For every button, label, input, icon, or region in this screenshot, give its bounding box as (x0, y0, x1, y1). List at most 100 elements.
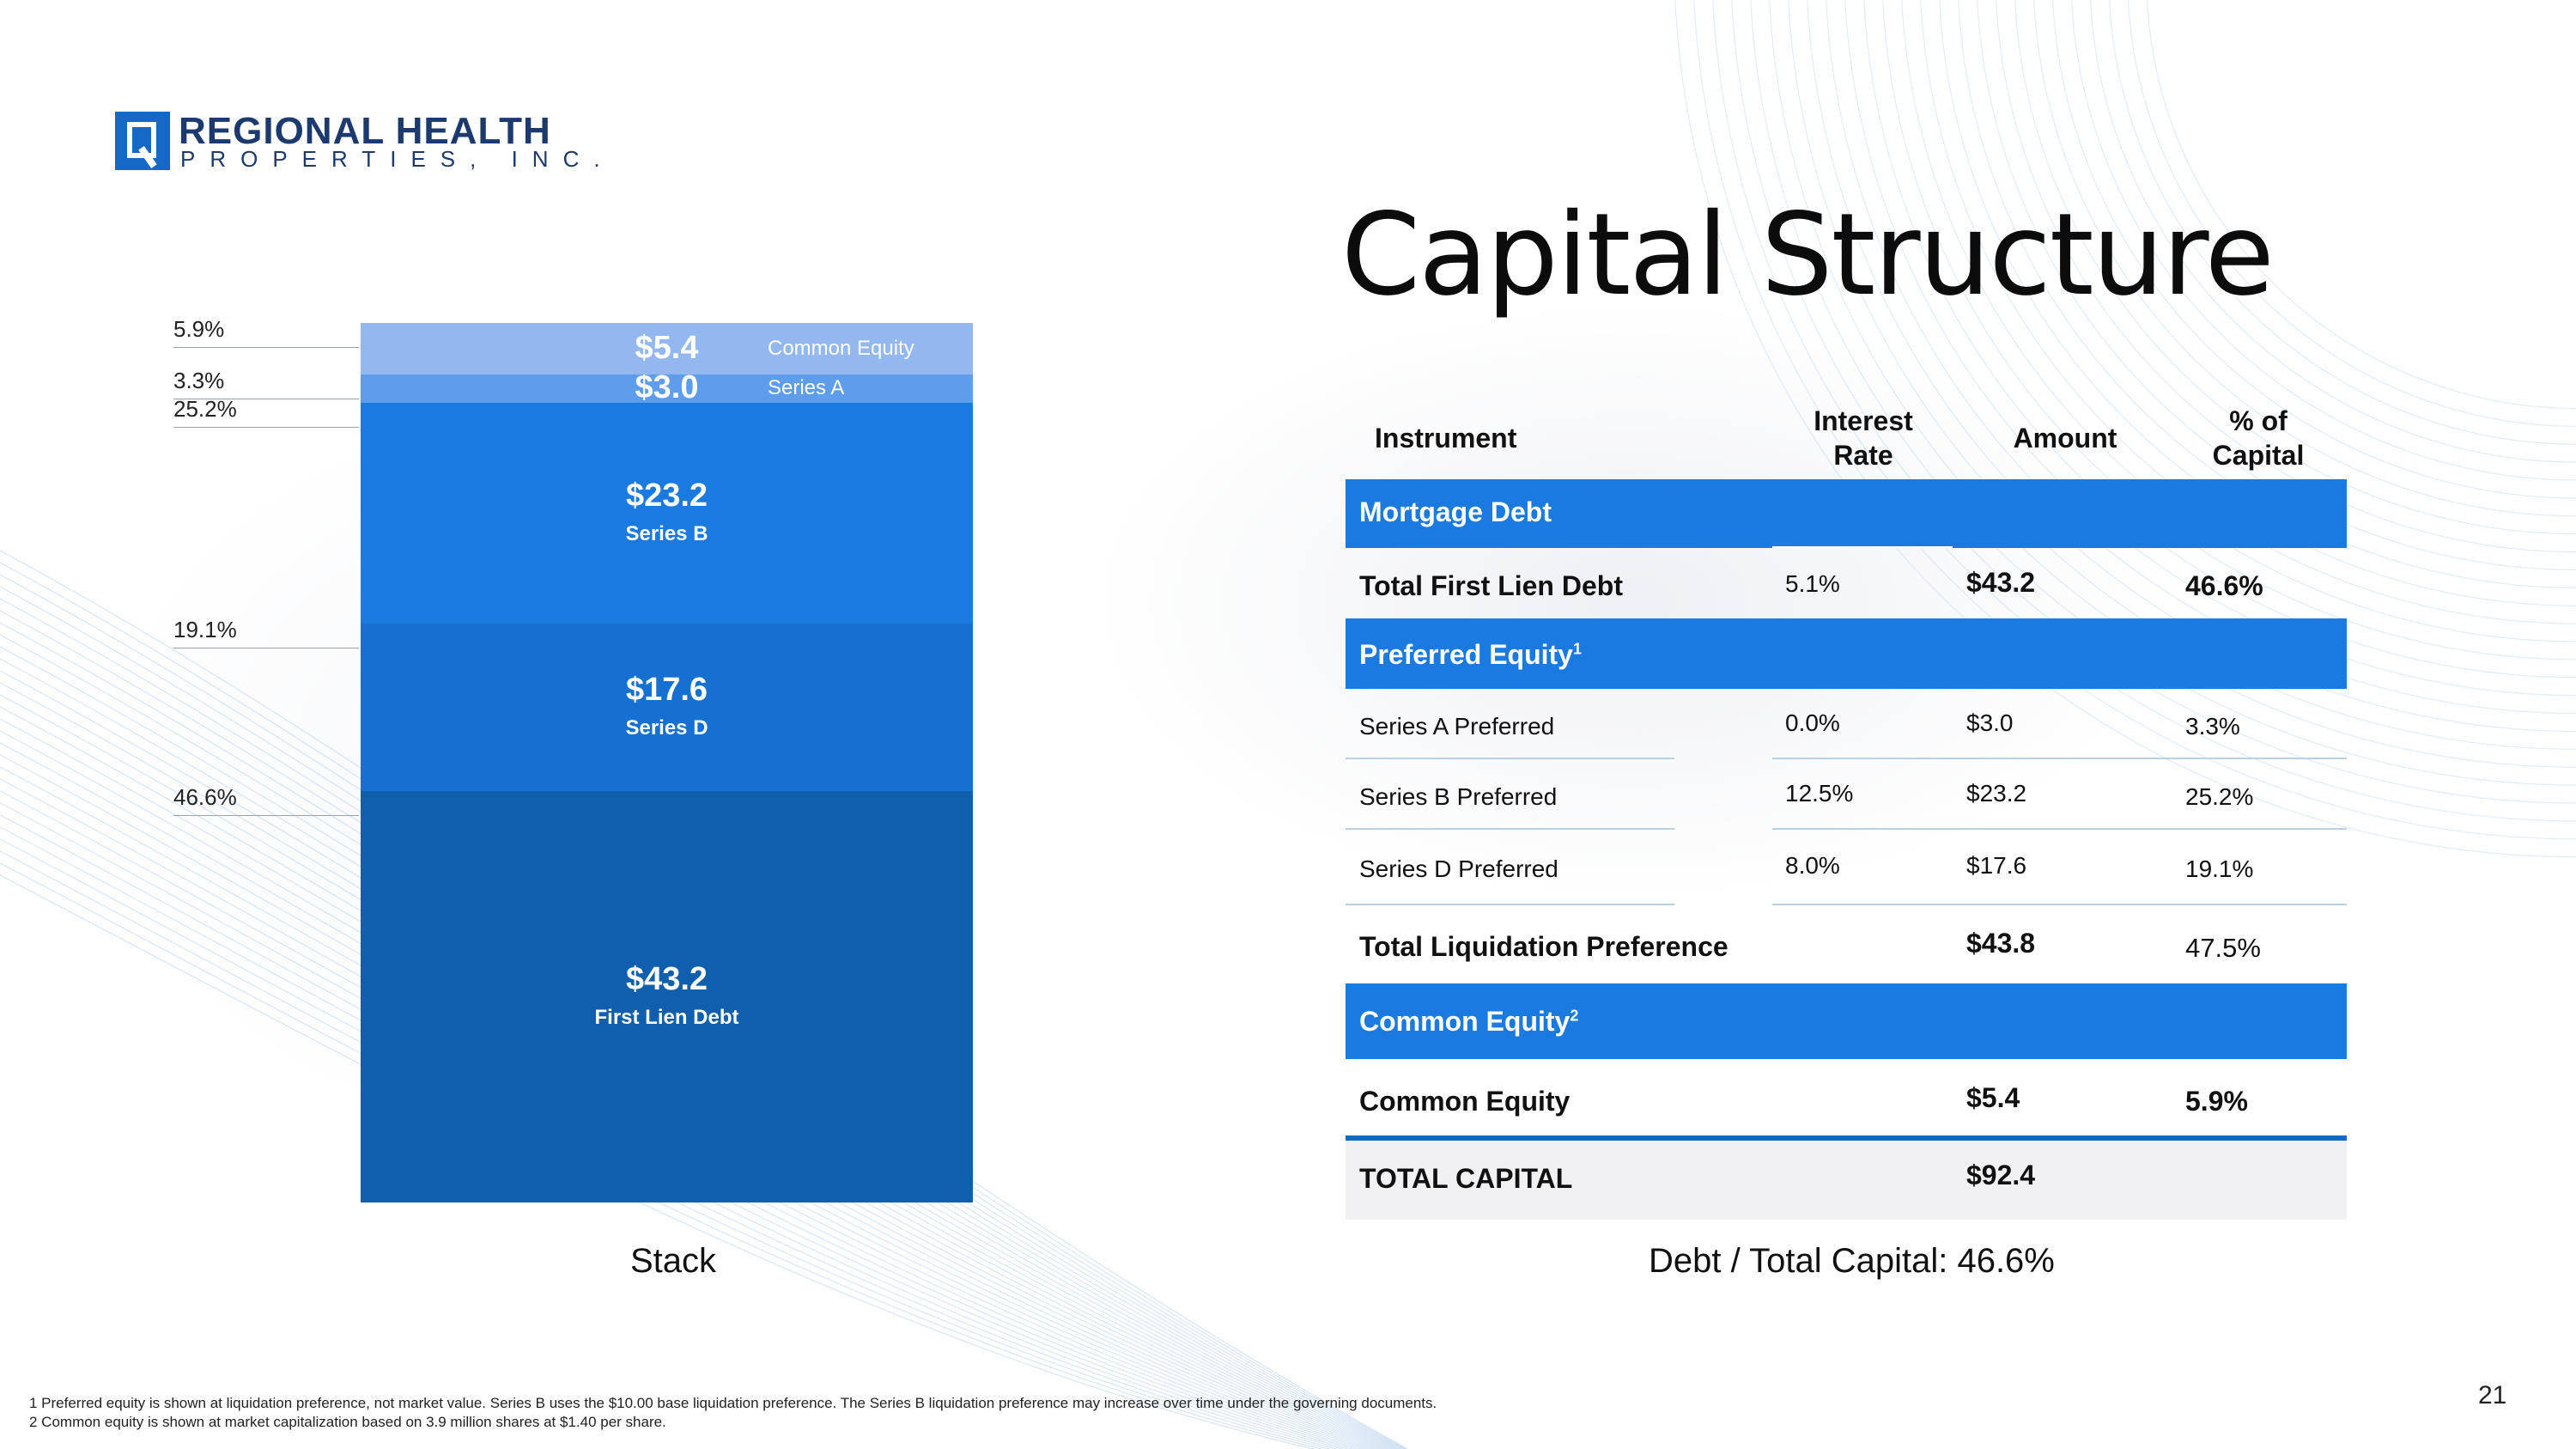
row-common-name: Common Equity (1359, 1086, 1571, 1117)
row-common-pct: 5.9% (2185, 1086, 2248, 1117)
percent-guide-line (173, 347, 359, 348)
page-title: Capital Structure (1341, 189, 2275, 321)
wave-line (1882, 0, 2576, 661)
bar-segment-series-d: $17.6 Series D (361, 624, 973, 792)
logo-subtitle: PROPERTIES, INC. (180, 146, 615, 172)
wave-line (2052, 0, 2576, 499)
percent-label: 19.1% (173, 617, 237, 643)
section-label: Preferred Equity (1359, 639, 1573, 670)
row-series-a-name: Series A Preferred (1359, 713, 1555, 740)
row-series-a-amount: $3.0 (1966, 709, 2014, 736)
row-series-b-pct: 25.2% (2185, 783, 2254, 810)
row-common-amount: $5.4 (1966, 1082, 2020, 1113)
divider (1346, 758, 1674, 759)
row-liq-pref-amount: $43.8 (1966, 928, 2036, 959)
divider (1772, 828, 2347, 830)
row-total-amount: $92.4 (1966, 1160, 2036, 1190)
wave-line (1901, 0, 2576, 642)
bar-segment-common-equity: $5.4 Common Equity (361, 323, 973, 374)
row-series-d-rate: 8.0% (1785, 852, 1840, 879)
row-first-lien-rate: 5.1% (1785, 570, 1840, 597)
wave-line (1920, 0, 2576, 624)
wave-line (0, 874, 1316, 1449)
row-series-d-name: Series D Preferred (1359, 855, 1558, 882)
divider (1772, 904, 2347, 905)
percent-label: 46.6% (173, 784, 237, 811)
wave-line (1977, 0, 2576, 570)
chart-x-label: Stack (630, 1242, 717, 1280)
bar-value-label: $3.0 (635, 369, 699, 406)
row-series-a-pct: 3.3% (2185, 713, 2240, 740)
wave-line (2147, 0, 2576, 409)
wave-line (2071, 0, 2576, 481)
page-number: 21 (2478, 1381, 2507, 1409)
header-amount: Amount (2013, 423, 2117, 454)
percent-label: 5.9% (173, 316, 225, 342)
bar-value-label: $23.2 (625, 477, 708, 514)
logo-name: REGIONAL HEALTH (179, 110, 551, 152)
percent-guide-line (173, 427, 359, 429)
row-series-b-amount: $23.2 (1966, 780, 2027, 807)
section-mortgage-debt: Mortgage Debt (1346, 479, 2347, 548)
wave-line (2014, 0, 2576, 535)
divider (1772, 546, 1953, 548)
row-first-lien-pct: 46.6% (2185, 570, 2263, 601)
wave-line (1712, 0, 2576, 822)
row-series-a-rate: 0.0% (1785, 709, 1840, 736)
footnote-ref: 1 (1572, 640, 1582, 658)
stack-bar: $43.2 First Lien Debt $17.6 Series D $23.2 Se… (361, 323, 973, 1202)
wave-line (2090, 0, 2576, 463)
row-series-d-pct: 19.1% (2185, 855, 2254, 882)
percent-label: 3.3% (173, 367, 225, 393)
header-instrument: Instrument (1375, 423, 1517, 454)
bar-value-label: $5.4 (635, 329, 699, 366)
row-series-b-name: Series B Preferred (1359, 783, 1558, 810)
bar-segment-series-b: $23.2 Series B (361, 403, 973, 624)
row-liq-pref-name: Total Liquidation Preference (1359, 931, 1728, 962)
section-label: Common Equity (1359, 1006, 1571, 1037)
header-interest-rate: Interest Rate (1814, 405, 1913, 471)
wave-line (1826, 0, 2576, 715)
wave-line (0, 850, 1332, 1449)
percent-label: 25.2% (173, 396, 237, 423)
section-preferred-equity: Preferred Equity1 (1346, 618, 2347, 689)
row-first-lien-name: Total First Lien Debt (1359, 570, 1623, 601)
total-capital-row (1346, 1135, 2347, 1220)
wave-line (1958, 0, 2576, 588)
wave-line (1939, 0, 2576, 606)
wave-line (1674, 0, 2576, 858)
wave-line (2109, 0, 2576, 445)
wave-line (1996, 0, 2576, 553)
row-series-b-rate: 12.5% (1785, 780, 1854, 807)
section-label: Mortgage Debt (1359, 496, 1552, 527)
divider (1346, 828, 1674, 830)
row-total-name: TOTAL CAPITAL (1359, 1163, 1573, 1194)
bar-segment-first-lien-debt: $43.2 First Lien Debt (361, 791, 973, 1202)
bar-value-label: $43.2 (625, 960, 708, 997)
bar-category-label: Series B (625, 521, 708, 545)
bar-category-label: Common Equity (768, 336, 914, 360)
header-pct-of-capital: % of Capital (2212, 405, 2305, 471)
percent-guide-line (173, 815, 359, 817)
wave-line (1731, 0, 2576, 804)
wave-line (1750, 0, 2576, 786)
divider (1346, 904, 1674, 905)
footnote-ref: 2 (1570, 1007, 1579, 1025)
row-liq-pref-pct: 47.5% (2185, 933, 2261, 963)
row-series-d-amount: $17.6 (1966, 852, 2027, 879)
wave-line (0, 862, 1325, 1449)
bar-category-label: Series A (768, 376, 845, 400)
footnote-1: 1 Preferred equity is shown at liquidati… (29, 1395, 1437, 1411)
row-first-lien-amount: $43.2 (1966, 567, 2036, 598)
bar-category-label: First Lien Debt (594, 1005, 739, 1029)
section-common-equity: Common Equity2 (1346, 983, 2347, 1059)
bar-value-label: $17.6 (625, 671, 708, 708)
wave-line (2033, 0, 2576, 517)
logo-mark-icon (115, 112, 170, 170)
wave-line (1693, 0, 2576, 840)
footnote-2: 2 Common equity is shown at market capit… (29, 1414, 666, 1430)
bar-segment-series-a: $3.0 Series A (361, 369, 973, 405)
divider (1772, 758, 2347, 759)
bar-category-label: Series D (625, 715, 708, 740)
wave-line (2128, 0, 2576, 427)
